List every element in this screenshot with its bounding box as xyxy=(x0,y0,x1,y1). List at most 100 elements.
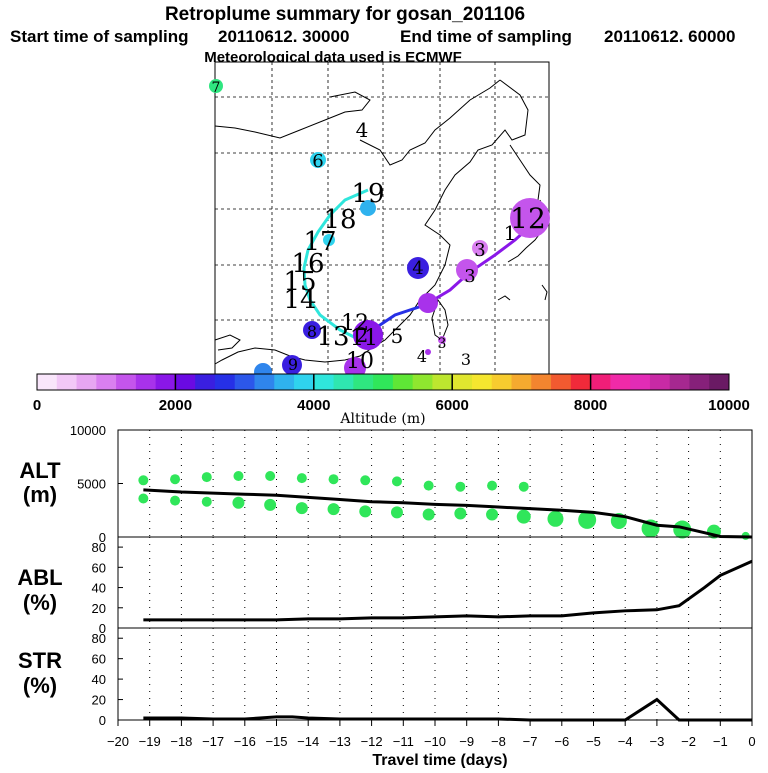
trajectory-dot xyxy=(510,198,550,238)
colorbar-tick-label: 4000 xyxy=(297,397,330,414)
trajectory-day-label: 4 xyxy=(356,118,369,142)
panel-ytick-label: 20 xyxy=(92,693,106,708)
trajectory-day-label: 16 xyxy=(291,249,324,279)
trajectory-day-label: 19 xyxy=(351,179,384,209)
trajectory-day-label: 10 xyxy=(346,349,374,374)
panel-ytick-label: 80 xyxy=(92,540,106,555)
colorbar-swatch xyxy=(392,374,414,390)
colorbar-frame xyxy=(36,373,730,391)
alt-dot-lower xyxy=(138,493,149,504)
colorbar-swatch xyxy=(471,374,493,390)
trajectory-dot xyxy=(438,336,446,344)
panel-ylabel: STR xyxy=(18,648,62,673)
panel-ytick-label: 0 xyxy=(99,621,106,636)
trajectory-dot xyxy=(323,234,335,246)
x-tick-label: −15 xyxy=(265,734,287,749)
colorbar-swatch xyxy=(116,374,137,390)
trajectory-segment-purple xyxy=(424,220,537,307)
alt-dot-lower xyxy=(486,508,499,521)
x-axis: −20 −19 −18 −17 −16 −15 −14 −13 −12 −11 −10 −9 −8 −7−… xyxy=(107,720,756,769)
abl-line xyxy=(143,559,753,622)
start-time-value: 20110612. 30000 xyxy=(218,27,349,46)
trajectory-day-label: 18 xyxy=(323,205,356,235)
trajectory-day-label: 6 xyxy=(312,151,323,172)
panel-ytick-label: 5000 xyxy=(77,477,106,492)
trajectory-day-label: 3 xyxy=(461,350,471,369)
alt-dot-lower xyxy=(264,498,277,511)
panel-ytick-label: 20 xyxy=(92,601,106,616)
x-tick-label: −11 xyxy=(393,734,414,749)
x-tick-label: −10 xyxy=(424,734,446,749)
trajectory-day-label: 12 xyxy=(341,311,369,336)
alt-dot-lower xyxy=(295,502,308,515)
alt-dot-lower xyxy=(516,509,531,524)
colorbar-swatch xyxy=(274,374,295,390)
colorbar-swatch xyxy=(590,374,611,390)
panel-ytick-label: 60 xyxy=(92,652,106,667)
alt-dot-upper xyxy=(296,473,307,484)
panel-ylabel-unit: (%) xyxy=(23,590,57,615)
trajectory-day-label: 8 xyxy=(307,322,317,341)
colorbar-swatch xyxy=(491,374,513,390)
colorbar-swatch xyxy=(353,374,374,390)
alt-dot-upper xyxy=(138,475,149,486)
time-series-panels: ALT(m)1000050000ABL(%)806040200STR(%)806… xyxy=(17,423,756,769)
colorbar-swatch xyxy=(452,374,473,390)
x-tick-label: −17 xyxy=(202,734,224,749)
trajectory-day-label: 17 xyxy=(303,227,336,257)
colorbar-swatch xyxy=(294,374,315,390)
colorbar-swatch xyxy=(313,374,335,390)
x-tick-label: −7 xyxy=(523,734,538,749)
panel-frame xyxy=(117,627,753,721)
colorbar-swatch xyxy=(709,374,730,390)
altitude-colorbar: 0 2000 4000 6000 8000 10000 Altitude (m) xyxy=(33,373,750,427)
x-tick-label: −8 xyxy=(491,734,506,749)
colorbar-swatch xyxy=(412,374,433,390)
end-time-value: 20110612. 60000 xyxy=(604,27,735,46)
alt-dot-lower xyxy=(170,495,181,506)
alt-dot-upper xyxy=(233,471,244,482)
alt-dot-upper xyxy=(170,474,181,485)
colorbar-swatch xyxy=(649,374,671,390)
alt-dot-lower xyxy=(454,507,467,520)
colorbar-swatch xyxy=(56,374,78,390)
alt-dot-lower xyxy=(673,520,692,539)
trajectory-day-label: 4 xyxy=(417,347,427,366)
trajectory-day-label: 3 xyxy=(438,336,447,352)
panel-ylabel: ABL xyxy=(17,565,62,590)
colorbar-tick-label: 2000 xyxy=(159,397,192,414)
trajectory-day-label: 1 xyxy=(504,221,517,245)
trajectory-dot xyxy=(456,259,478,281)
trajectory-day-label: 9 xyxy=(288,355,298,374)
alt-dot-lower xyxy=(547,510,564,527)
x-tick-label: −13 xyxy=(329,734,351,749)
trajectory-dot xyxy=(353,320,383,350)
panel-str: STR(%) 80 60 40 20 0 xyxy=(18,627,753,728)
x-tick-label: −4 xyxy=(618,734,633,749)
colorbar-tick-label: 0 xyxy=(33,397,41,414)
alt-dot-upper xyxy=(201,472,212,483)
trajectory-dot xyxy=(425,349,431,355)
trajectory-day-label: 7 xyxy=(212,80,221,96)
x-tick-label: −9 xyxy=(459,734,474,749)
colorbar-swatch xyxy=(432,374,453,390)
alt-dot-upper xyxy=(455,481,466,492)
panel-ytick-label: 40 xyxy=(92,672,106,687)
panel-ytick-label: 80 xyxy=(92,631,106,646)
alt-dot-upper xyxy=(391,476,402,487)
alt-dot-lower xyxy=(327,503,340,516)
colorbar-swatch xyxy=(689,374,710,390)
trajectory-day-label: 2 xyxy=(356,323,369,347)
end-time-label: End time of sampling xyxy=(400,27,572,46)
str-line xyxy=(143,697,752,722)
colorbar-swatch xyxy=(511,374,532,390)
colorbar-swatch xyxy=(333,374,354,390)
x-tick-label: −5 xyxy=(586,734,601,749)
colorbar-swatch xyxy=(37,374,58,390)
alt-mean-line xyxy=(143,488,753,539)
alt-dot-lower xyxy=(578,510,597,529)
x-tick-label: −16 xyxy=(234,734,256,749)
colorbar-swatch xyxy=(531,374,552,390)
colorbar-swatch xyxy=(551,374,572,390)
